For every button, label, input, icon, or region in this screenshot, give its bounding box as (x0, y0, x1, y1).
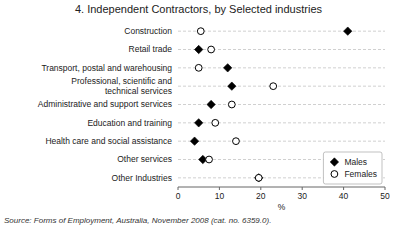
point-males (228, 82, 236, 90)
category-label-line: Transport, postal and warehousing (41, 63, 172, 73)
x-tick-label: 50 (380, 191, 390, 201)
x-tick (219, 187, 220, 190)
category-label-line: Health care and social assistance (45, 136, 172, 146)
grid-line (178, 67, 385, 68)
x-tick-label: 30 (297, 191, 307, 201)
legend-marker (331, 171, 338, 178)
x-tick-label: 10 (215, 191, 225, 201)
category-label: Professional, scientific andtechnical se… (71, 76, 172, 96)
category-label-line: technical services (105, 86, 172, 96)
point-females (233, 138, 240, 145)
x-tick (302, 187, 303, 190)
x-tick (385, 187, 386, 190)
point-females (212, 119, 219, 126)
legend-label: Males (344, 157, 367, 167)
point-females (208, 46, 215, 53)
point-females (255, 174, 262, 181)
x-tick-label: 40 (339, 191, 349, 201)
point-females (195, 64, 202, 71)
category-label: Education and training (87, 118, 172, 128)
x-tick (343, 187, 344, 190)
legend-marker (330, 158, 338, 166)
x-axis-label: % (278, 202, 286, 212)
x-axis-line (178, 187, 385, 188)
category-label-line: Professional, scientific and (71, 76, 172, 86)
grid-line (178, 141, 385, 142)
grid-line (178, 31, 385, 32)
point-males (195, 119, 203, 127)
category-label-line: Other services (117, 154, 172, 164)
legend-box (323, 152, 382, 184)
x-tick (178, 187, 179, 190)
x-tick (260, 187, 261, 190)
category-label-line: Construction (124, 26, 172, 36)
source-note: Source: Forms of Employment, Australia, … (4, 216, 271, 225)
point-males (223, 64, 231, 72)
point-females (228, 101, 235, 108)
grid-line (178, 86, 385, 87)
grid-line (178, 122, 385, 123)
category-label: Transport, postal and warehousing (41, 63, 172, 73)
point-males (344, 27, 352, 35)
legend: Males Females (323, 152, 382, 184)
category-label-line: Other Industries (112, 173, 172, 183)
x-tick-label: 20 (256, 191, 266, 201)
point-females (197, 28, 204, 35)
category-label: Construction (124, 26, 172, 36)
category-label: Other Industries (112, 173, 172, 183)
category-label: Other services (117, 154, 172, 164)
point-males (207, 100, 215, 108)
point-females (270, 83, 277, 90)
title: 4. Independent Contractors, by Selected … (75, 3, 323, 15)
point-females (206, 156, 213, 163)
category-label: Administrative and support services (38, 99, 172, 109)
point-males (195, 45, 203, 53)
point-males (190, 137, 198, 145)
category-label-line: Administrative and support services (38, 99, 172, 109)
category-label: Retail trade (129, 44, 173, 54)
category-label-line: Education and training (87, 118, 172, 128)
category-label-line: Retail trade (129, 44, 173, 54)
x-tick-label: 0 (176, 191, 181, 201)
point-males (255, 174, 263, 182)
legend-label: Females (344, 169, 377, 179)
category-label: Health care and social assistance (45, 136, 172, 146)
